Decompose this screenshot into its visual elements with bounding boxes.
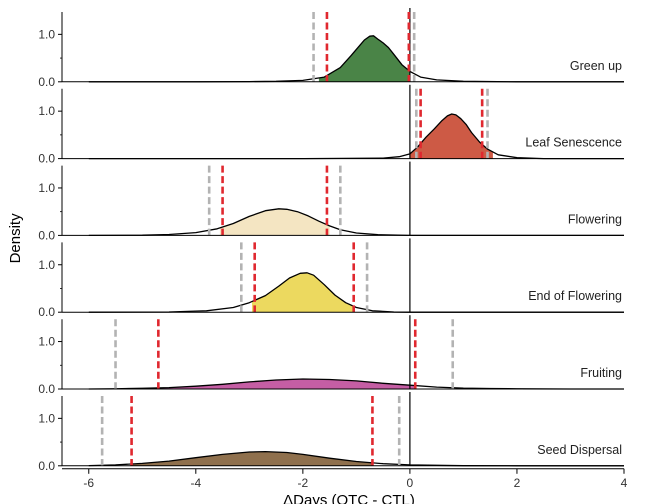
y-tick-label: 1.0 xyxy=(38,411,55,425)
y-tick-label: 1.0 xyxy=(38,335,55,349)
x-tick-label: -4 xyxy=(190,476,201,490)
y-tick-label: 0.0 xyxy=(38,382,55,396)
density-curve xyxy=(88,35,624,83)
x-tick-label: 0 xyxy=(407,476,414,490)
density-curve xyxy=(88,272,624,313)
y-tick-label: 1.0 xyxy=(38,104,55,118)
x-axis-title: ΔDays (OTC - CTL) xyxy=(283,492,415,504)
y-axis-title: Density xyxy=(7,213,24,264)
density-fill xyxy=(409,114,493,159)
panel-label: Flowering xyxy=(568,212,622,226)
panel-flowering: 0.0 1.0 Flowering xyxy=(38,161,624,242)
y-tick-label: 0.0 xyxy=(38,305,55,319)
y-tick-label: 1.0 xyxy=(38,27,55,41)
density-fill xyxy=(252,272,354,313)
panel-label: Seed Dispersal xyxy=(537,443,622,457)
panel-green-up: 0.0 1.0 Green up xyxy=(38,8,624,89)
density-fill xyxy=(131,451,373,466)
panel-label: Green up xyxy=(570,59,622,73)
y-tick-label: 0.0 xyxy=(38,75,55,89)
x-ticks: -6 -4 -2 0 2 4 xyxy=(83,468,628,490)
panel-leaf-senescence: 0.0 1.0 Leaf Senescence xyxy=(38,84,624,166)
x-tick-label: -2 xyxy=(298,476,309,490)
x-tick-label: 2 xyxy=(514,476,521,490)
density-curve xyxy=(88,113,624,160)
x-axis: -6 -4 -2 0 2 4 xyxy=(62,468,628,490)
y-tick-label: 1.0 xyxy=(38,181,55,195)
panel-label: Leaf Senescence xyxy=(525,136,622,150)
x-tick-label: 4 xyxy=(621,476,628,490)
panel-fruiting: 0.0 1.0 Fruiting xyxy=(38,315,624,396)
y-tick-label: 0.0 xyxy=(38,228,55,242)
density-fill xyxy=(318,35,410,82)
x-tick-label: -6 xyxy=(83,476,94,490)
panel-seed-dispersal: 0.0 1.0 Seed Dispersal xyxy=(38,392,624,473)
density-fill xyxy=(161,379,416,389)
panel-end-of-flowering: 0.0 1.0 End of Flowering xyxy=(38,238,624,319)
y-tick-label: 1.0 xyxy=(38,258,55,272)
y-tick-label: 0.0 xyxy=(38,459,55,473)
y-tick-label: 0.0 xyxy=(38,152,55,166)
panels-group: 0.0 1.0 Green up 0.0 1.0 Leaf Senescence 0.0 1.… xyxy=(38,8,624,473)
density-fill xyxy=(219,208,330,236)
panel-label: Fruiting xyxy=(580,366,622,380)
density-curve xyxy=(88,208,624,237)
panel-label: End of Flowering xyxy=(528,289,622,303)
